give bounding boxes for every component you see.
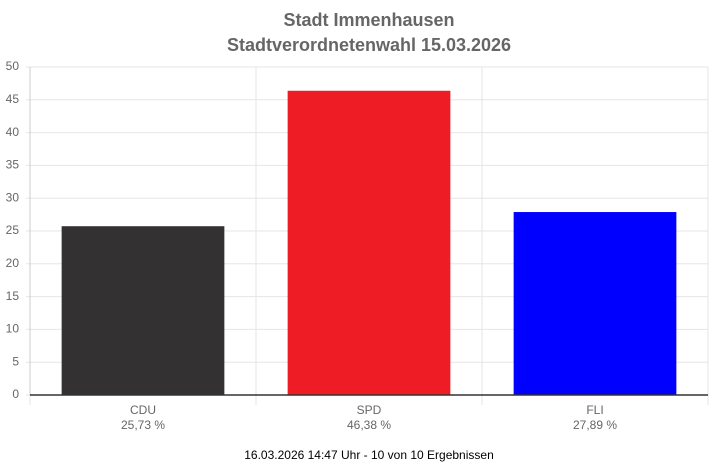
y-tick-label: 10 (6, 322, 20, 336)
y-tick-label: 25 (6, 223, 20, 237)
chart-subtitle: Stadtverordnetenwahl 15.03.2026 (227, 35, 511, 55)
y-tick-label: 30 (6, 190, 20, 204)
y-tick-label: 0 (12, 387, 19, 401)
footnote: 16.03.2026 14:47 Uhr - 10 von 10 Ergebni… (244, 448, 494, 462)
value-label: 25,73 % (121, 418, 165, 432)
y-tick-label: 5 (12, 354, 19, 368)
y-tick-label: 35 (6, 158, 20, 172)
y-tick-label: 20 (6, 256, 20, 270)
y-tick-label: 15 (6, 289, 20, 303)
x-tick-label: CDU (130, 403, 156, 417)
chart-title: Stadt Immenhausen (283, 10, 454, 30)
x-tick-label: SPD (357, 403, 382, 417)
bar (287, 90, 451, 396)
bar (61, 226, 225, 395)
x-tick-label: FLI (586, 403, 603, 417)
y-tick-label: 40 (6, 125, 20, 139)
value-label: 46,38 % (347, 418, 391, 432)
value-label: 27,89 % (573, 418, 617, 432)
y-tick-label: 45 (6, 92, 20, 106)
y-tick-label: 50 (6, 59, 20, 73)
bar (513, 212, 677, 395)
